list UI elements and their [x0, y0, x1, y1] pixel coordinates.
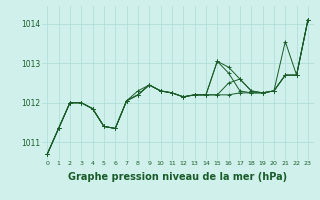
X-axis label: Graphe pression niveau de la mer (hPa): Graphe pression niveau de la mer (hPa) [68, 172, 287, 182]
